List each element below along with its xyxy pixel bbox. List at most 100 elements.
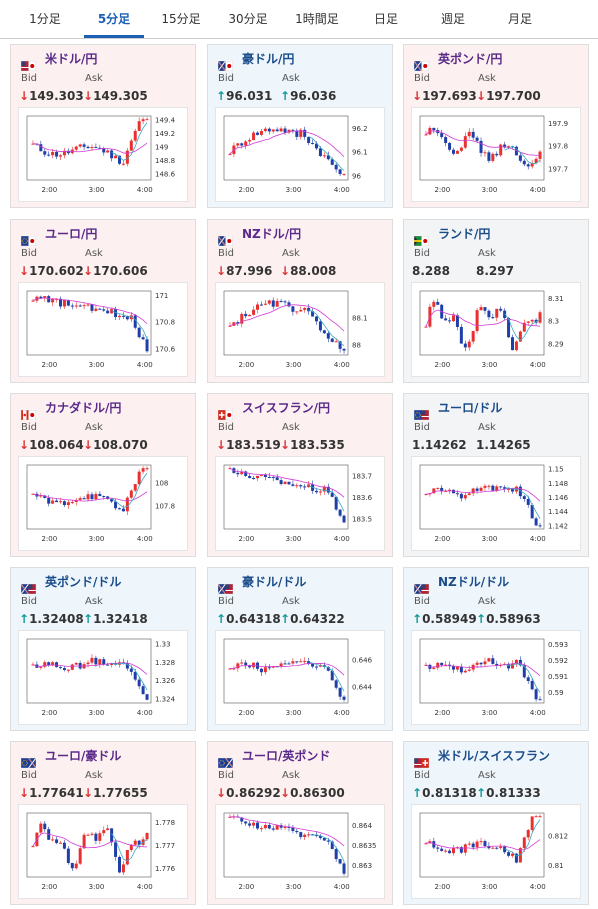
x-tick-label: 2:00 bbox=[238, 535, 254, 543]
candle-body bbox=[471, 131, 475, 138]
price-chart[interactable]: 96.2 96.1 96 2:00 3:00 4:00 bbox=[215, 107, 385, 202]
price-chart[interactable]: 1.15 1.148 1.146 1.144 1.142 2:00 3:00 4:00 bbox=[411, 456, 581, 551]
currency-pair-link[interactable]: NZドル/ドル bbox=[438, 575, 510, 589]
price-chart[interactable]: 0.593 0.592 0.591 0.59 2:00 3:00 4:00 bbox=[411, 630, 581, 725]
candle-body bbox=[303, 661, 307, 663]
currency-pair-link[interactable]: 米ドル/円 bbox=[45, 52, 98, 66]
candle-body bbox=[133, 315, 137, 328]
price-chart[interactable]: 0.864 0.8635 0.863 2:00 3:00 4:00 bbox=[215, 804, 385, 899]
price-chart[interactable]: 1.778 1.777 1.776 2:00 3:00 4:00 bbox=[18, 804, 188, 899]
price-chart[interactable]: 108 107.8 2:00 3:00 4:00 bbox=[18, 456, 188, 551]
tab-5[interactable]: 日足 bbox=[373, 12, 398, 26]
currency-pair-link[interactable]: 英ポンド/円 bbox=[438, 52, 503, 66]
up-arrow-icon: ↑ bbox=[216, 612, 227, 626]
currency-pair-link[interactable]: ユーロ/豪ドル bbox=[45, 749, 122, 763]
rate-card[interactable]: NZドル/ドル Bid Ask ↑0.58949 ↑0.58963 0.593 0… bbox=[403, 567, 589, 731]
price-chart[interactable]: 183.7 183.6 183.5 2:00 3:00 4:00 bbox=[215, 456, 385, 551]
candle-body bbox=[338, 687, 342, 697]
rate-card[interactable]: 米ドル/円 Bid Ask ↓149.303 ↓149.305 149.4 149… bbox=[10, 44, 196, 208]
candle-body bbox=[275, 825, 279, 830]
candle-body bbox=[487, 310, 491, 318]
candle-body bbox=[82, 664, 86, 669]
x-tick-label: 3:00 bbox=[286, 883, 302, 891]
tab-1[interactable]: 5分足 bbox=[84, 0, 144, 38]
y-tick-label: 197.9 bbox=[548, 120, 568, 128]
candle-body bbox=[43, 823, 47, 830]
tab-7[interactable]: 月足 bbox=[507, 12, 532, 26]
rate-card[interactable]: 米ドル/スイスフラン Bid Ask ↑0.81318 ↑0.81333 0.8… bbox=[403, 741, 589, 905]
currency-pair-link[interactable]: カナダドル/円 bbox=[45, 401, 122, 415]
candle-body bbox=[334, 496, 338, 510]
x-tick-label: 3:00 bbox=[482, 709, 498, 717]
currency-pair-link[interactable]: 豪ドル/円 bbox=[242, 52, 295, 66]
rate-card[interactable]: 豪ドル/円 Bid Ask ↑96.031 ↑96.036 96.2 96.1 96… bbox=[207, 44, 393, 208]
candle-body bbox=[303, 486, 307, 488]
tab-3[interactable]: 30分足 bbox=[228, 12, 268, 26]
candle-body bbox=[475, 662, 479, 665]
rate-card[interactable]: 豪ドル/ドル Bid Ask ↑0.64318 ↑0.64322 0.646 0.… bbox=[207, 567, 393, 731]
candle-body bbox=[514, 659, 518, 664]
candle-body bbox=[129, 844, 133, 850]
price-chart[interactable]: 171 170.8 170.6 2:00 3:00 4:00 bbox=[18, 282, 188, 377]
gb-jp-flag-icon bbox=[413, 56, 430, 72]
candle-body bbox=[51, 151, 55, 156]
tab-0[interactable]: 1分足 bbox=[29, 12, 61, 26]
tab-2[interactable]: 15分足 bbox=[161, 12, 201, 26]
moving-average-long bbox=[425, 487, 541, 502]
price-chart[interactable]: 88.1 88 2:00 3:00 4:00 bbox=[215, 282, 385, 377]
x-tick-label: 4:00 bbox=[137, 361, 153, 369]
price-chart[interactable]: 1.33 1.328 1.326 1.324 2:00 3:00 4:00 bbox=[18, 630, 188, 725]
candlestick-chart: 1.778 1.777 1.776 2:00 3:00 4:00 bbox=[26, 812, 176, 891]
tab-6[interactable]: 週足 bbox=[440, 12, 465, 26]
candle-body bbox=[129, 490, 133, 498]
rate-card[interactable]: スイスフラン/円 Bid Ask ↓183.519 ↓183.535 183.7… bbox=[207, 393, 393, 557]
candle-body bbox=[263, 474, 267, 477]
x-tick-label: 2:00 bbox=[41, 709, 57, 717]
candle-body bbox=[287, 481, 291, 485]
rate-card[interactable]: ユーロ/円 Bid Ask ↓170.602 ↓170.606 171 170.8… bbox=[10, 219, 196, 383]
tab-4[interactable]: 1時間足 bbox=[295, 12, 339, 26]
candlestick-chart: 8.31 8.3 8.29 2:00 3:00 4:00 bbox=[419, 290, 564, 369]
currency-pair-link[interactable]: 米ドル/スイスフラン bbox=[438, 749, 551, 763]
rate-card[interactable]: ランド/円 Bid Ask 8.288 8.297 8.31 8.3 8.29 2:0… bbox=[403, 219, 589, 383]
candle-body bbox=[137, 840, 141, 845]
candle-body bbox=[51, 500, 55, 504]
candle-body bbox=[522, 160, 526, 165]
rate-card[interactable]: ユーロ/豪ドル Bid Ask ↓1.77641 ↓1.77655 1.778 1… bbox=[10, 741, 196, 905]
rate-card[interactable]: カナダドル/円 Bid Ask ↓108.064 ↓108.070 108 107… bbox=[10, 393, 196, 557]
currency-pair-link[interactable]: ランド/円 bbox=[438, 227, 491, 241]
currency-pair-link[interactable]: ユーロ/ドル bbox=[438, 401, 503, 415]
rate-card[interactable]: ユーロ/英ポンド Bid Ask ↓0.86292 ↓0.86300 0.864… bbox=[207, 741, 393, 905]
candle-body bbox=[326, 333, 330, 339]
x-tick-label: 2:00 bbox=[434, 883, 450, 891]
rate-card[interactable]: 英ポンド/ドル Bid Ask ↑1.32408 ↑1.32418 1.33 1.… bbox=[10, 567, 196, 731]
rate-card[interactable]: 英ポンド/円 Bid Ask ↓197.693 ↓197.700 197.9 19… bbox=[403, 44, 589, 208]
rate-card[interactable]: ユーロ/ドル Bid Ask 1.14262 1.14265 1.15 1.148… bbox=[403, 393, 589, 557]
rate-card[interactable]: NZドル/円 Bid Ask ↓87.996 ↓88.008 88.1 88 2:0… bbox=[207, 219, 393, 383]
candle-body bbox=[291, 827, 295, 831]
candle-body bbox=[102, 496, 106, 498]
candle-body bbox=[526, 829, 530, 838]
currency-pair-link[interactable]: 英ポンド/ドル bbox=[45, 575, 122, 589]
price-chart[interactable]: 8.31 8.3 8.29 2:00 3:00 4:00 bbox=[411, 282, 581, 377]
candle-body bbox=[47, 154, 51, 156]
candle-body bbox=[507, 488, 511, 490]
currency-pair-link[interactable]: スイスフラン/円 bbox=[242, 401, 331, 415]
y-tick-label: 148.8 bbox=[155, 157, 175, 165]
candle-body bbox=[479, 307, 483, 311]
currency-pair-link[interactable]: NZドル/円 bbox=[242, 227, 302, 241]
moving-average-long bbox=[425, 662, 541, 676]
price-chart[interactable]: 149.4 149.2 149 148.8 148.6 2:00 3:00 4:00 bbox=[18, 107, 188, 202]
price-chart[interactable]: 197.9 197.8 197.7 2:00 3:00 4:00 bbox=[411, 107, 581, 202]
price-chart[interactable]: 0.646 0.644 2:00 3:00 4:00 bbox=[215, 630, 385, 725]
candle-body bbox=[70, 862, 74, 869]
candle-body bbox=[330, 670, 334, 681]
ask-label: Ask bbox=[282, 770, 300, 781]
moving-average-short bbox=[504, 819, 541, 857]
currency-pair-link[interactable]: ユーロ/円 bbox=[45, 227, 98, 241]
y-tick-label: 96.2 bbox=[352, 125, 368, 133]
currency-pair-link[interactable]: 豪ドル/ドル bbox=[242, 575, 307, 589]
price-chart[interactable]: 0.812 0.81 2:00 3:00 4:00 bbox=[411, 804, 581, 899]
nz-jp-flag-icon bbox=[217, 231, 234, 247]
currency-pair-link[interactable]: ユーロ/英ポンド bbox=[242, 749, 331, 763]
